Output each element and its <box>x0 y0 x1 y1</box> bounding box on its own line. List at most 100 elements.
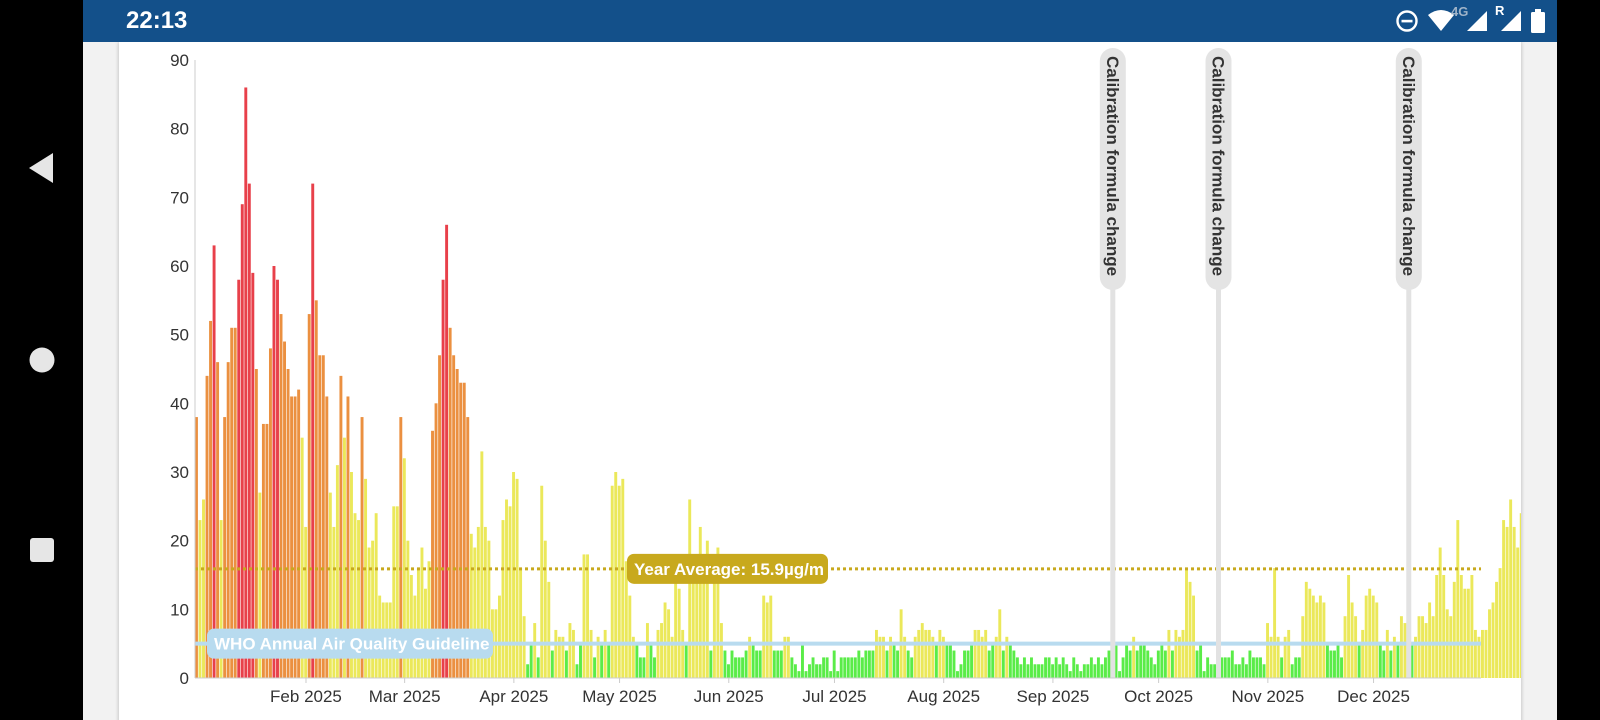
bar <box>603 629 607 678</box>
bar <box>1033 664 1037 678</box>
bar <box>1280 657 1284 678</box>
bar <box>1417 616 1421 678</box>
bar <box>614 472 618 678</box>
bar <box>801 643 804 678</box>
bar <box>1519 513 1521 678</box>
bar <box>853 657 857 678</box>
bar <box>1156 650 1160 678</box>
bar <box>1428 602 1432 678</box>
back-button[interactable] <box>20 146 64 190</box>
x-tick-label: Jul 2025 <box>802 687 866 706</box>
bar <box>568 623 572 678</box>
bar <box>882 636 885 678</box>
bar <box>1037 664 1040 678</box>
bar <box>681 629 685 678</box>
bar <box>1082 664 1086 678</box>
recents-button[interactable] <box>20 528 64 572</box>
bar <box>533 623 537 678</box>
home-button[interactable] <box>20 338 64 382</box>
bar <box>593 657 597 678</box>
bar <box>744 650 748 678</box>
bar <box>1058 664 1062 678</box>
bar <box>1340 657 1343 678</box>
bar <box>709 650 713 678</box>
bar <box>1061 657 1065 678</box>
bar <box>438 355 442 678</box>
bar <box>1153 664 1157 678</box>
bar <box>1294 657 1298 678</box>
bar <box>1438 547 1442 678</box>
bar <box>526 664 530 678</box>
bar <box>987 650 991 678</box>
bar <box>335 465 339 678</box>
bar <box>261 423 265 678</box>
bar <box>321 355 325 678</box>
bar <box>1329 650 1333 678</box>
bar <box>209 320 213 678</box>
bar <box>688 499 692 678</box>
bar <box>1371 595 1375 678</box>
bar <box>927 629 931 678</box>
bar <box>1030 657 1033 678</box>
bar <box>702 568 706 678</box>
bar <box>786 636 790 678</box>
bar <box>762 595 766 678</box>
bar <box>860 657 864 678</box>
bar <box>677 588 681 678</box>
bar <box>1318 595 1322 678</box>
bar <box>1470 575 1474 678</box>
bar <box>575 664 579 678</box>
bar <box>737 657 741 678</box>
x-tick-label: Oct 2025 <box>1124 687 1193 706</box>
bar <box>621 478 625 678</box>
bar <box>772 650 776 678</box>
bar <box>1065 664 1069 678</box>
bar <box>290 396 294 678</box>
bar <box>1495 581 1499 678</box>
bar <box>892 643 896 678</box>
axes-group: 0 10 20 30 40 50 60 70 80 90 Feb 2025 Mar 2025 Apr 2… <box>170 51 1481 706</box>
bar <box>1054 657 1058 678</box>
y-tick-label: 90 <box>170 51 189 70</box>
bar <box>498 595 501 678</box>
bar <box>279 314 283 678</box>
bar <box>607 643 611 678</box>
bar <box>1488 609 1491 678</box>
bar <box>1410 643 1414 678</box>
bar <box>917 629 921 678</box>
bar <box>226 362 230 678</box>
bar <box>1442 575 1446 678</box>
y-tick-label: 30 <box>170 463 189 482</box>
bar <box>1104 657 1107 678</box>
roaming-signal-icon <box>1501 11 1521 31</box>
bar <box>1163 650 1167 678</box>
bar <box>924 629 928 678</box>
bar <box>1382 650 1386 678</box>
bar <box>374 513 378 678</box>
bar <box>268 348 272 678</box>
bar <box>948 643 952 678</box>
bar <box>1251 657 1255 678</box>
bar <box>392 506 396 678</box>
bar <box>476 526 480 678</box>
who-guideline-label: WHO Annual Air Quality Guideline <box>214 635 489 654</box>
bar <box>399 417 403 678</box>
bar <box>1096 657 1100 678</box>
bar <box>970 643 974 678</box>
bar <box>610 485 614 678</box>
bar <box>1089 657 1093 678</box>
bar <box>1015 657 1019 678</box>
bar <box>956 671 959 678</box>
calibration-label: Calibration formula change <box>1103 56 1122 276</box>
bar <box>448 327 452 678</box>
bar <box>1354 616 1358 678</box>
bar <box>1378 643 1382 678</box>
bar <box>1241 657 1245 678</box>
bar <box>1396 643 1400 678</box>
y-tick-label: 50 <box>170 326 189 345</box>
bar <box>367 547 371 678</box>
bar <box>1072 657 1076 678</box>
bar <box>1375 602 1379 678</box>
bar <box>233 327 237 678</box>
bar <box>353 513 357 678</box>
